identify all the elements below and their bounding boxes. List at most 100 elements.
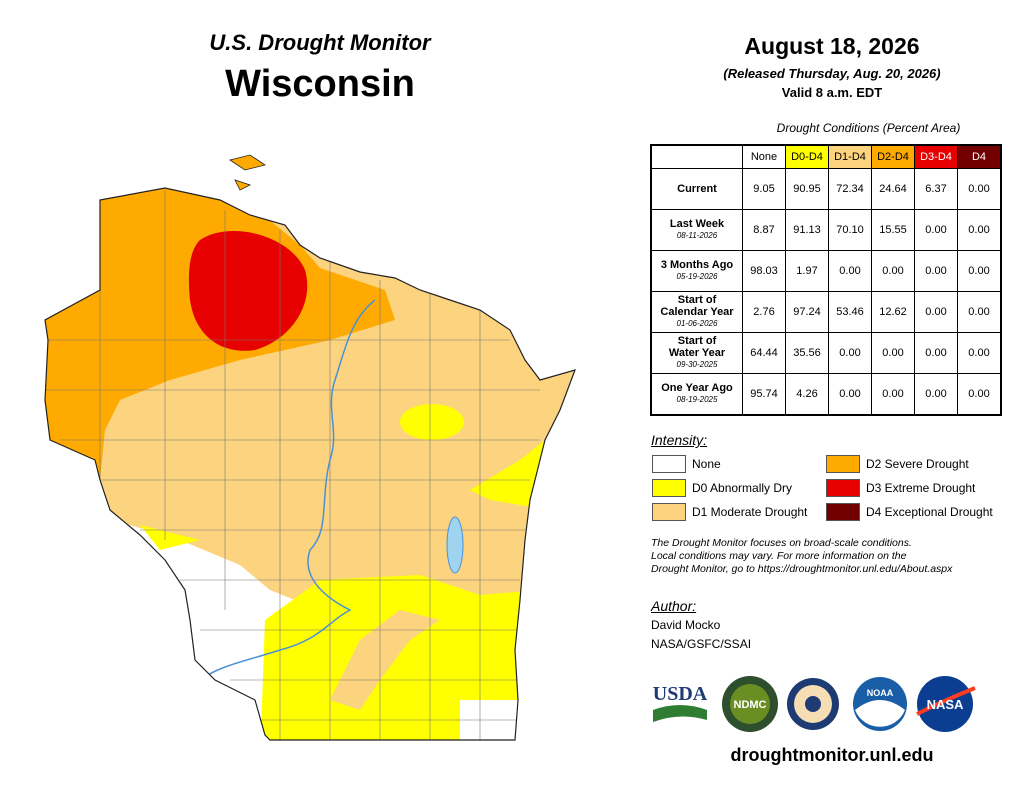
column-header: D1-D4 bbox=[828, 144, 872, 169]
row-label-line: Last Week bbox=[669, 218, 725, 230]
data-row: Start of Water Year 09-30-2025 64.44 35.56 0.… bbox=[650, 332, 1002, 374]
table-cell: 0.00 bbox=[871, 250, 915, 292]
legend-swatch bbox=[652, 479, 686, 497]
drought-areas bbox=[45, 188, 575, 740]
logo-text: NOAA bbox=[867, 688, 894, 698]
legend-item: D2 Severe Drought bbox=[826, 455, 969, 473]
column-header: None bbox=[742, 144, 786, 169]
row-label: 3 Months Ago 05-19-2026 bbox=[650, 250, 743, 292]
column-header: D3-D4 bbox=[914, 144, 958, 169]
table-cell: 2.76 bbox=[742, 291, 786, 333]
legend-item: D4 Exceptional Drought bbox=[826, 503, 993, 521]
row-label-line: One Year Ago bbox=[661, 382, 733, 394]
table-cell: 72.34 bbox=[828, 168, 872, 210]
data-row: Last Week 08-11-2026 8.87 91.13 70.10 15.55 0.… bbox=[650, 209, 1002, 251]
note-line: Drought Monitor, go to https://droughtmo… bbox=[651, 563, 953, 575]
note-line: Local conditions may vary. For more info… bbox=[651, 550, 907, 562]
logo-text: NASA bbox=[927, 697, 964, 712]
table-cell: 0.00 bbox=[914, 373, 958, 416]
table-cell: 0.00 bbox=[871, 332, 915, 374]
row-label: Current bbox=[650, 168, 743, 210]
data-row: Current 9.05 90.95 72.34 24.64 6.37 0.00 bbox=[650, 168, 1002, 210]
conditions-table: None D0-D4 D1-D4 D2-D4 D3-D4 D4 Current 9.05 90.… bbox=[650, 144, 1002, 416]
table-cell: 0.00 bbox=[828, 373, 872, 416]
valid-time: Valid 8 a.m. EDT bbox=[781, 85, 883, 100]
nasa-logo: NASA bbox=[916, 676, 976, 732]
title: U.S. Drought Monitor bbox=[209, 30, 431, 55]
note: The Drought Monitor focuses on broad-sca… bbox=[651, 537, 952, 576]
row-date: 09-30-2025 bbox=[676, 360, 718, 369]
corner-cell bbox=[651, 145, 743, 169]
row-label-line: Start of bbox=[677, 335, 717, 347]
table-cell: 0.00 bbox=[957, 250, 1002, 292]
row-date: 08-19-2025 bbox=[676, 395, 718, 404]
legend-swatch bbox=[826, 479, 860, 497]
data-row: One Year Ago 08-19-2025 95.74 4.26 0.00 0.00 0… bbox=[650, 373, 1002, 416]
table-cell: 64.44 bbox=[742, 332, 786, 374]
row-label-line: Water Year bbox=[668, 347, 726, 359]
noaa-logo: NOAA bbox=[853, 677, 907, 731]
table-cell: 0.00 bbox=[828, 250, 872, 292]
state-name: Wisconsin bbox=[225, 63, 415, 105]
data-row: Start of Calendar Year 01-06-2026 2.76 97.24… bbox=[650, 291, 1002, 333]
table-cell: 98.03 bbox=[742, 250, 786, 292]
legend-swatch bbox=[652, 455, 686, 473]
table-cell: 4.26 bbox=[785, 373, 829, 416]
row-label: One Year Ago 08-19-2025 bbox=[650, 373, 743, 416]
map bbox=[44, 154, 576, 741]
url: droughtmonitor.unl.edu bbox=[730, 745, 934, 765]
legend-label: None bbox=[692, 457, 721, 471]
row-label: Last Week 08-11-2026 bbox=[650, 209, 743, 251]
table-cell: 0.00 bbox=[957, 168, 1002, 210]
table-cell: 1.97 bbox=[785, 250, 829, 292]
table-cell: 0.00 bbox=[957, 209, 1002, 251]
row-date: 01-06-2026 bbox=[676, 319, 718, 328]
legend-swatch bbox=[826, 455, 860, 473]
table-cell: 0.00 bbox=[957, 291, 1002, 333]
note-line: The Drought Monitor focuses on broad-sca… bbox=[651, 537, 912, 549]
table-cell: 0.00 bbox=[957, 332, 1002, 374]
table-cell: 0.00 bbox=[914, 250, 958, 292]
legend-label: D0 Abnormally Dry bbox=[692, 481, 793, 495]
table-cell: 0.00 bbox=[914, 209, 958, 251]
table-cell: 97.24 bbox=[785, 291, 829, 333]
commerce-logo bbox=[787, 678, 839, 730]
author-org: NASA/GSFC/SSAI bbox=[651, 637, 752, 651]
legend-item: D1 Moderate Drought bbox=[652, 503, 807, 521]
table-cell: 0.00 bbox=[914, 291, 958, 333]
table-cell: 0.00 bbox=[871, 373, 915, 416]
table-cell: 0.00 bbox=[914, 332, 958, 374]
table-cell: 91.13 bbox=[785, 209, 829, 251]
usda-logo: USDA bbox=[653, 683, 708, 722]
header-row: None D0-D4 D1-D4 D2-D4 D3-D4 D4 bbox=[651, 144, 1002, 169]
column-header: D2-D4 bbox=[871, 144, 915, 169]
legend-title: Intensity: bbox=[651, 432, 708, 448]
release-date: (Released Thursday, Aug. 20, 2026) bbox=[723, 66, 941, 81]
row-label-line: Current bbox=[677, 183, 717, 195]
table-cell: 0.00 bbox=[828, 332, 872, 374]
legend-swatch bbox=[652, 503, 686, 521]
row-label-line: Start of bbox=[677, 294, 717, 306]
table-cell: 9.05 bbox=[742, 168, 786, 210]
legend-item: D0 Abnormally Dry bbox=[652, 479, 792, 497]
table-cell: 12.62 bbox=[871, 291, 915, 333]
table-cell: 0.00 bbox=[957, 373, 1002, 416]
table-cell: 95.74 bbox=[742, 373, 786, 416]
table-caption: Drought Conditions (Percent Area) bbox=[776, 121, 961, 135]
author-title: Author: bbox=[651, 598, 697, 614]
row-label-line: 3 Months Ago bbox=[660, 259, 734, 271]
table-cell: 70.10 bbox=[828, 209, 872, 251]
row-label: Start of Calendar Year 01-06-2026 bbox=[650, 291, 743, 333]
table-cell: 53.46 bbox=[828, 291, 872, 333]
legend-label: D4 Exceptional Drought bbox=[866, 505, 993, 519]
data-row: 3 Months Ago 05-19-2026 98.03 1.97 0.00 0.00 0… bbox=[650, 250, 1002, 292]
row-label-line: Calendar Year bbox=[660, 306, 734, 318]
table-cell: 35.56 bbox=[785, 332, 829, 374]
table-cell: 6.37 bbox=[914, 168, 958, 210]
row-date: 08-11-2026 bbox=[676, 231, 718, 240]
table-cell: 8.87 bbox=[742, 209, 786, 251]
legend-item: None bbox=[652, 455, 721, 473]
author-name: David Mocko bbox=[651, 618, 721, 632]
logo-text: NDMC bbox=[734, 699, 767, 711]
